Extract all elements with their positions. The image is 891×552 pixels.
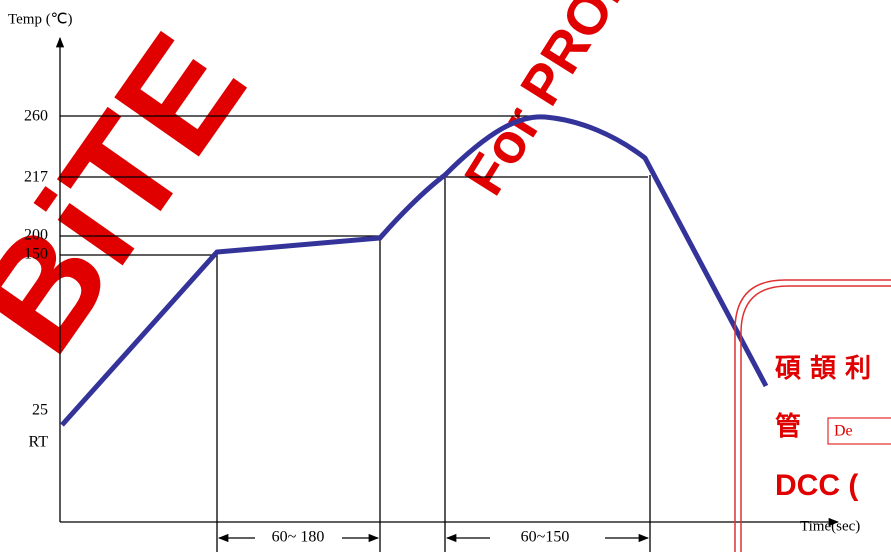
- stamp-text: 碩 頡 利: [775, 354, 871, 384]
- watermark: BiTE: [0, 5, 277, 381]
- stamp-box-text: De: [834, 423, 853, 440]
- level-label: 25: [32, 402, 48, 419]
- stamp-text: 管: [775, 412, 801, 442]
- x-axis-label: Time(sec): [800, 518, 860, 534]
- watermark: For PROM: [452, 0, 651, 205]
- y-axis-label: Temp (℃): [8, 11, 73, 27]
- profile-curve: [60, 114, 769, 427]
- stamp-box: [827, 417, 891, 445]
- stamp-border: [734, 279, 891, 552]
- level-label: RT: [29, 434, 49, 451]
- level-label: 260: [24, 108, 48, 125]
- stamp-border: [740, 285, 891, 552]
- level-label: 150: [24, 246, 48, 263]
- level-label: 217: [24, 169, 48, 186]
- interval-label: 60~150: [521, 529, 570, 546]
- interval-label: 60~ 180: [272, 529, 325, 546]
- level-label: 200: [24, 227, 48, 244]
- stamp-text: DCC (: [775, 469, 858, 502]
